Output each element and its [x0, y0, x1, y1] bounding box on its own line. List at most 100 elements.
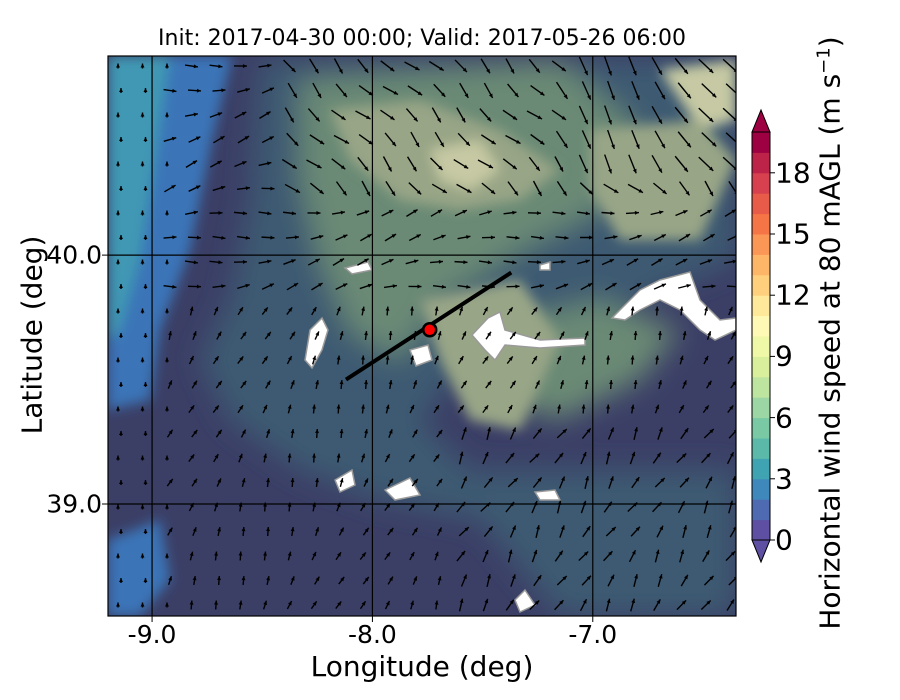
wind-vector-head — [319, 189, 324, 194]
colorbar-label-close: ) — [813, 36, 847, 48]
wind-vector-head — [463, 476, 467, 482]
wind-vector-head — [630, 306, 635, 311]
wind-vector-head — [189, 355, 194, 361]
wind-vector-head — [608, 119, 612, 125]
wind-vector-head — [611, 95, 615, 100]
wind-vector-head — [733, 166, 736, 171]
wind-vector-head — [339, 258, 345, 263]
wind-vector-head — [730, 551, 736, 556]
wind-vector-head — [729, 356, 734, 361]
wind-vector-head — [193, 429, 198, 435]
wind-vector-head — [560, 331, 565, 337]
wind-vector-head — [190, 454, 195, 459]
wind-vector-head — [165, 504, 169, 509]
wind-vector-head — [196, 235, 201, 240]
wind-vector-head — [487, 427, 491, 432]
colorbar-tick-label: 0 — [775, 523, 793, 557]
wind-vector-head — [484, 598, 489, 604]
wind-vector-head — [294, 235, 299, 240]
wind-vector-head — [532, 404, 537, 410]
wind-vector-head — [466, 188, 472, 193]
wind-vector-head — [733, 526, 736, 531]
ridge-ne — [590, 120, 736, 240]
wind-vector-head — [143, 88, 148, 93]
wind-vector-head — [562, 191, 567, 196]
wind-vector-head — [140, 308, 145, 313]
wind-vector-head — [361, 355, 365, 360]
wind-vector-head — [487, 210, 492, 215]
wind-vector-head — [655, 355, 660, 360]
wind-vector-head — [193, 210, 198, 215]
wind-vector-head — [707, 525, 712, 530]
wind-vector-head — [609, 259, 614, 263]
wind-vector-head — [732, 476, 736, 481]
wind-vector-head — [143, 431, 148, 436]
wind-vector-head — [661, 143, 665, 149]
wind-vector-head — [116, 602, 120, 607]
wind-vector-head — [732, 259, 736, 264]
wind-vector-head — [238, 453, 243, 459]
wind-vector-head — [608, 70, 612, 76]
wind-vector-head — [364, 527, 369, 533]
wind-vector-head — [269, 87, 274, 92]
wind-vector — [728, 577, 736, 586]
wind-vector-head — [165, 210, 169, 215]
wind-vector-head — [686, 93, 691, 99]
wind-vector-head — [586, 526, 591, 531]
wind-vector-head — [560, 380, 565, 385]
wind-vector-head — [704, 405, 709, 410]
site-marker — [421, 322, 438, 338]
wind-vector-head — [143, 235, 148, 240]
wind-vector-head — [238, 600, 243, 605]
wind-vector-head — [683, 69, 688, 74]
wind-vector-head — [214, 454, 219, 459]
wind-vector-head — [391, 234, 397, 238]
wind-vector-head — [336, 404, 341, 409]
wind-vector-head — [442, 189, 447, 193]
wind-vector-head — [729, 405, 734, 410]
wind-vector-head — [413, 209, 418, 214]
wind-vector-head — [490, 189, 496, 194]
wind-vector-head — [707, 380, 712, 386]
wind-vector-head — [220, 136, 225, 140]
wind-vector-head — [221, 235, 226, 240]
wind-vector-head — [585, 476, 589, 481]
wind-vector-head — [214, 306, 218, 312]
wind-vector-head — [729, 452, 734, 457]
wind-vector-head — [193, 380, 197, 386]
wind-vector-head — [315, 478, 319, 483]
wind-vector-head — [392, 284, 397, 289]
wind-vector-head — [196, 284, 201, 289]
wind-vector-head — [679, 355, 684, 361]
wind-vector-head — [683, 210, 688, 214]
wind-vector-head — [488, 164, 493, 169]
wind-vector-head — [119, 431, 123, 436]
wind-vector-head — [171, 136, 177, 141]
wind-vector-head — [508, 307, 513, 312]
wind-vector-head — [218, 210, 223, 215]
wind-vector-head — [508, 356, 513, 361]
wind-vector-head — [336, 355, 341, 360]
colorbar-bin — [752, 417, 770, 439]
wind-vector-head — [606, 306, 611, 312]
wind-vector-head — [339, 429, 344, 434]
wind-vector-head — [459, 598, 464, 604]
wind-vector-head — [410, 306, 414, 311]
wind-vector-head — [119, 382, 123, 387]
wind-vector-head — [315, 380, 320, 385]
wind-vector-head — [116, 553, 120, 558]
colorbar-bin — [752, 254, 770, 276]
map-plot-area — [108, 56, 736, 616]
wind-vector-head — [165, 406, 169, 411]
wind-vector-head — [140, 455, 145, 460]
wind-vector-head — [656, 599, 661, 604]
wind-vector-head — [459, 451, 464, 457]
wind-vector-head — [511, 380, 516, 386]
wind-vector-head — [708, 166, 714, 171]
wind-vector-head — [684, 477, 689, 483]
wind-vector-head — [340, 210, 345, 215]
wind-vector-head — [143, 529, 148, 534]
wind-vector-head — [364, 429, 369, 434]
wind-vector-head — [410, 600, 415, 606]
wind-vector-head — [192, 331, 197, 336]
